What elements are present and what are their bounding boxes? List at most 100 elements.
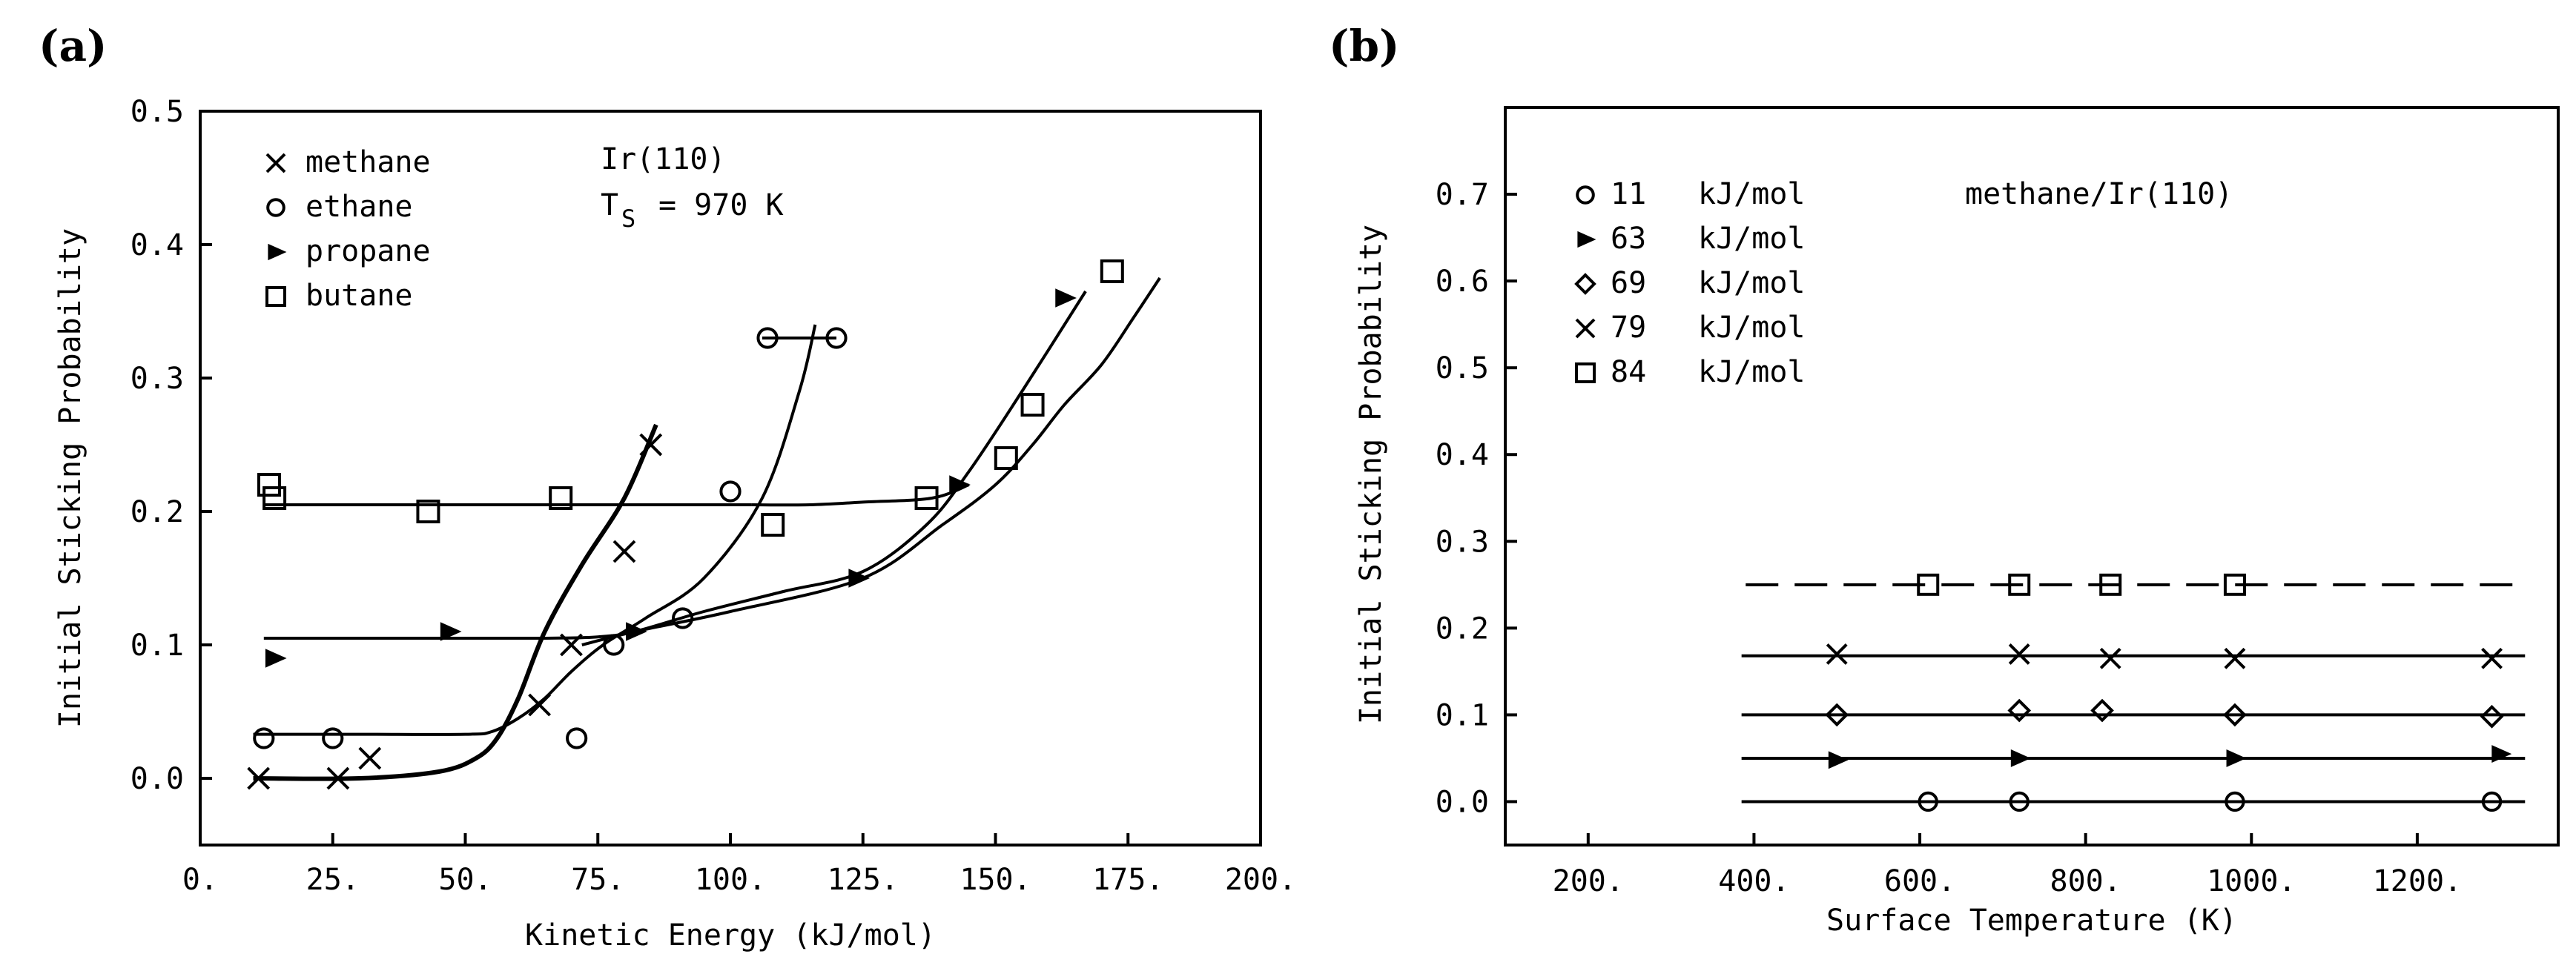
- data-point-methane: [358, 746, 382, 770]
- data-point-butane: [416, 500, 440, 523]
- data-point-11-kj-mol: [2481, 791, 2503, 812]
- legend-energy-79: 79: [1611, 311, 1646, 345]
- x-tick-label: 600.: [1884, 864, 1955, 898]
- data-point-methane: [326, 766, 350, 790]
- y-tick-label: 0.1: [131, 629, 184, 663]
- y-tick-label: 0.5: [131, 95, 184, 129]
- data-point-63-kj-mol: [2491, 745, 2512, 763]
- data-point-ethane: [322, 727, 344, 749]
- legend-energy-69: 69: [1611, 266, 1646, 300]
- data-point-methane: [528, 693, 552, 717]
- data-point-ethane: [825, 327, 848, 349]
- panel-a-legend: methane ethane propane butane: [265, 145, 431, 313]
- data-point-69-kj-mol: [2480, 704, 2504, 729]
- data-point-butane: [914, 486, 939, 510]
- data-point-methane: [639, 433, 663, 457]
- legend-marker-ethane: [266, 198, 285, 217]
- data-point-butane: [994, 446, 1018, 470]
- data-point-butane: [257, 473, 281, 497]
- data-point-ethane: [253, 727, 275, 749]
- panel-a-chart: (a) 0. 25. 50. 75. 100. 125. 150. 175. 200.0.00.…: [39, 21, 1296, 953]
- data-point-butane: [1100, 259, 1124, 283]
- data-point-butane: [549, 486, 573, 510]
- data-point-11-kj-mol: [2225, 791, 2245, 812]
- data-point-79-kj-mol: [2099, 647, 2121, 669]
- panel-b-ticks: 200. 400. 600. 800. 1000. 1200. 0.0 0.1 0.2 0.3 0.…: [1436, 178, 2462, 898]
- fit-curve: [253, 423, 658, 781]
- legend-label-propane: propane: [306, 234, 431, 268]
- data-point-84-kj-mol: [2008, 573, 2031, 596]
- fit-curve: [263, 290, 1087, 640]
- y-tick-label: 0.0: [131, 762, 184, 796]
- legend-label-butane: butane: [306, 279, 413, 313]
- data-point-63-kj-mol: [1828, 751, 1849, 769]
- annotation-temperature-symbol: T: [601, 188, 618, 222]
- x-tick-label: 175.: [1092, 863, 1163, 897]
- x-tick-label: 150.: [960, 863, 1031, 897]
- legend-marker-11: [1576, 185, 1595, 205]
- data-point-84-kj-mol: [2099, 573, 2122, 596]
- legend-marker-propane: [268, 243, 287, 261]
- y-tick-label: 0.2: [1436, 612, 1489, 646]
- panel-a-annotation: Ir(110) T S = 970 K: [601, 142, 784, 233]
- data-point-11-kj-mol: [2009, 791, 2030, 812]
- x-tick-label: 50.: [438, 863, 492, 897]
- y-tick-label: 0.0: [1436, 785, 1489, 819]
- panel-b-y-axis-title: Initial Sticking Probability: [1354, 225, 1388, 724]
- panel-a-ticks: 0. 25. 50. 75. 100. 125. 150. 175. 200. 0.0 0.1 0.2…: [131, 95, 1296, 897]
- legend-marker-butane: [265, 286, 286, 307]
- y-tick-label: 0.7: [1436, 178, 1489, 212]
- panel-b-plot-frame: [1504, 106, 2560, 847]
- data-point-butane: [262, 486, 287, 510]
- panel-b-fit-lines: [1741, 583, 2526, 804]
- y-tick-label: 0.2: [131, 495, 184, 529]
- annotation-temperature-subscript: S: [621, 205, 635, 233]
- x-tick-label: 200.: [1225, 863, 1296, 897]
- data-point-63-kj-mol: [2226, 749, 2247, 767]
- x-tick-label: 400.: [1718, 864, 1789, 898]
- legend-marker-84: [1575, 362, 1596, 383]
- annotation-temperature-value: = 970 K: [658, 188, 784, 222]
- panel-a-data-points: [247, 259, 1124, 790]
- x-tick-label: 200.: [1553, 864, 1624, 898]
- legend-unit-63: kJ/mol: [1698, 222, 1806, 256]
- x-tick-label: 25.: [306, 863, 360, 897]
- x-tick-label: 1200.: [2373, 864, 2462, 898]
- legend-unit-84: kJ/mol: [1698, 355, 1806, 389]
- data-point-84-kj-mol: [1917, 573, 1940, 596]
- data-point-ethane: [672, 607, 694, 629]
- data-point-79-kj-mol: [2008, 643, 2030, 665]
- data-point-79-kj-mol: [2224, 647, 2246, 669]
- x-tick-label: 0.: [182, 863, 218, 897]
- data-point-84-kj-mol: [2223, 573, 2246, 596]
- data-point-69-kj-mol: [1825, 703, 1849, 727]
- x-tick-label: 125.: [828, 863, 899, 897]
- legend-label-methane: methane: [306, 145, 431, 179]
- data-point-methane: [612, 540, 636, 563]
- data-point-79-kj-mol: [2481, 647, 2503, 669]
- panel-b-legend: 11 kJ/mol 63 kJ/mol 69 kJ/mol 79 kJ/mol 84 kJ/mol: [1574, 177, 1806, 389]
- panel-b-chart: (b) 200. 400. 600. 800. 1000. 1200. 0.0 0.1 0.2 0…: [1329, 21, 2560, 938]
- data-point-propane: [440, 622, 462, 641]
- data-point-ethane: [566, 727, 588, 749]
- panel-b-x-axis-title: Surface Temperature (K): [1826, 904, 2237, 938]
- x-tick-label: 800.: [2050, 864, 2121, 898]
- data-point-propane: [949, 475, 971, 494]
- y-tick-label: 0.3: [1436, 525, 1489, 559]
- panel-a-y-axis-title: Initial Sticking Probability: [53, 228, 87, 728]
- y-tick-label: 0.5: [1436, 351, 1489, 385]
- legend-marker-79: [1575, 318, 1596, 339]
- y-tick-label: 0.4: [131, 228, 184, 262]
- data-point-ethane: [603, 634, 625, 656]
- fit-curve: [751, 483, 970, 507]
- y-tick-label: 0.3: [131, 362, 184, 396]
- y-tick-label: 0.6: [1436, 265, 1489, 299]
- data-point-69-kj-mol: [2223, 703, 2247, 727]
- x-tick-label: 75.: [571, 863, 624, 897]
- legend-marker-63: [1577, 231, 1596, 248]
- legend-label-ethane: ethane: [306, 190, 413, 224]
- legend-unit-79: kJ/mol: [1698, 311, 1806, 345]
- legend-unit-69: kJ/mol: [1698, 266, 1806, 300]
- x-tick-label: 1000.: [2207, 864, 2296, 898]
- data-point-methane: [247, 766, 271, 790]
